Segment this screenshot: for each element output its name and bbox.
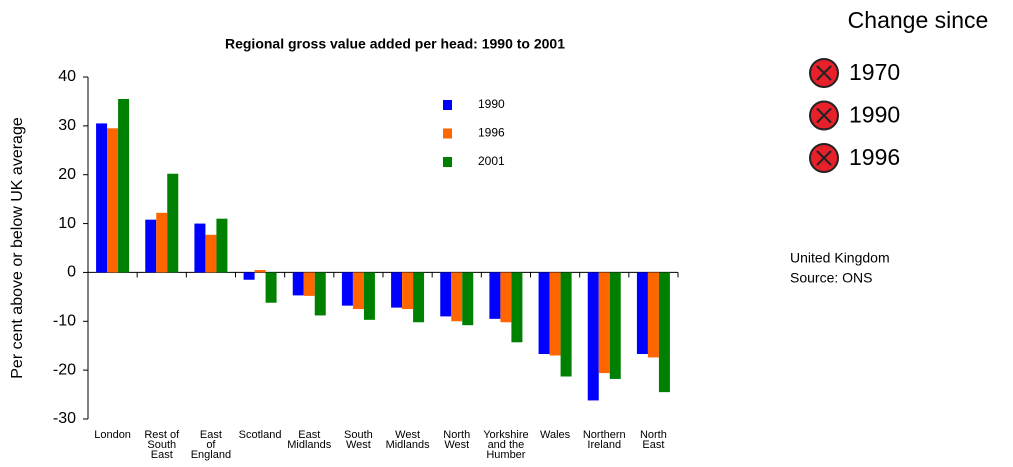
bar [352,272,364,310]
note: Source: ONS [790,270,872,286]
icon-cross [816,65,832,81]
bar [363,272,375,320]
legend-label: 2001 [478,154,505,168]
y-tick-label: 10 [58,215,76,232]
bar [511,272,523,343]
bar [391,272,403,308]
chart-title: Regional gross value added per head: 199… [225,36,565,52]
bar [96,123,108,273]
y-tick-label: 0 [67,264,76,281]
y-tick-label: 30 [58,117,76,134]
bar [118,98,130,273]
bar [254,269,266,273]
y-tick-label: -20 [53,361,76,378]
bar [107,128,119,273]
bar [167,173,179,273]
x-tick-label: Scotland [239,429,282,441]
panel-title: Change since [848,7,989,33]
bar [265,272,277,303]
x-tick-label: North East [640,429,667,451]
y-tick-label: -30 [53,410,76,427]
bar [489,272,501,319]
bar [194,223,206,273]
panel-item: 1996 [849,144,900,170]
x-tick-label: West Midlands [386,429,431,451]
bar [636,272,648,355]
legend-swatch [443,128,452,139]
y-tick-label: 40 [58,68,76,85]
note: United Kingdom [790,250,890,266]
legend-label: 1996 [478,126,505,140]
bar [451,272,463,322]
bar [314,272,326,316]
bar [560,272,572,377]
icon-cross [816,150,832,166]
x-tick-label: Yorkshire and the Humber [483,429,528,461]
bar [303,272,315,296]
bar [587,272,599,401]
panel-item: 1970 [849,59,900,85]
x-tick-label: East of England [191,429,231,461]
bar [292,272,304,296]
x-tick-label: Wales [540,429,571,441]
bar [658,272,670,393]
x-tick-label: London [94,429,131,441]
y-tick-label: 20 [58,166,76,183]
bar [647,272,659,358]
bar [440,272,452,317]
bar [216,218,228,273]
bar [402,272,414,310]
x-tick-label: Northern Ireland [583,429,626,451]
y-tick-label: -10 [53,313,76,330]
bar [609,272,621,379]
x-tick-label: Rest of South East [144,429,180,461]
legend-swatch [443,157,452,167]
bar [538,272,550,355]
icon-cross [816,107,832,124]
y-axis-label: Per cent above or below UK average [9,117,26,379]
bar [156,212,168,273]
bar [205,234,217,273]
bar [413,272,425,323]
legend-label: 1990 [478,97,505,111]
x-tick-label: North West [443,429,470,451]
bar [341,272,353,306]
bar [243,272,255,280]
bar [462,272,474,326]
panel-item: 1990 [849,102,900,128]
bar [500,272,512,323]
legend-swatch [443,100,452,110]
bar [549,272,561,356]
bar [598,272,610,374]
bar [145,219,157,273]
x-tick-label: South West [344,429,373,451]
x-tick-label: East Midlands [287,429,332,451]
